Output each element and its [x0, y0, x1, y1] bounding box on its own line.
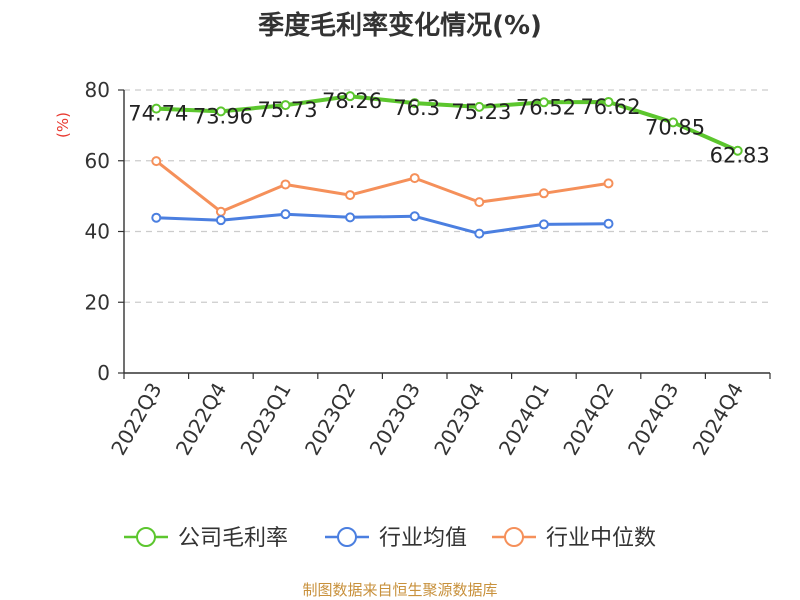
series-line — [156, 94, 739, 153]
y-tick-label: 40 — [85, 220, 110, 244]
legend-item: 公司毛利率 — [124, 526, 288, 551]
legend: 公司毛利率 行业均值 行业中位数 — [124, 526, 656, 551]
data-point — [345, 212, 356, 223]
data-label: 74.74 — [128, 102, 188, 126]
data-point — [345, 91, 356, 102]
x-tick-label: 2024Q2 — [558, 379, 618, 460]
data-label: 70.85 — [645, 115, 705, 139]
series-line — [156, 212, 609, 236]
x-tick-label: 2024Q1 — [494, 379, 554, 460]
data-point — [603, 218, 614, 229]
data-labels: 74.74 73.96 75.73 78.26 76.3 75.23 76.52 76.627… — [128, 89, 770, 168]
series-company-gross-margin — [151, 91, 743, 156]
y-axis-label: (%) — [54, 112, 72, 138]
legend-marker — [504, 527, 524, 547]
data-label: 76.3 — [393, 96, 440, 120]
legend-label: 行业中位数 — [546, 526, 656, 551]
data-point — [280, 100, 291, 111]
data-point — [409, 173, 420, 184]
x-tick-label: 2023Q4 — [429, 379, 489, 460]
data-point — [215, 206, 226, 217]
x-tick-label: 2023Q1 — [235, 379, 295, 460]
data-point — [409, 211, 420, 222]
data-point — [732, 145, 743, 156]
series-industry-mean — [151, 209, 614, 239]
data-point — [151, 212, 162, 223]
data-point — [668, 117, 679, 128]
x-tick-label: 2023Q2 — [300, 379, 360, 460]
data-point — [538, 188, 549, 199]
series-line — [155, 159, 609, 214]
x-tick-label: 2022Q4 — [171, 379, 231, 460]
y-tick-label: 20 — [85, 290, 110, 314]
chart-title: 季度毛利率变化情况(%) — [258, 10, 542, 41]
y-tick-label: 60 — [85, 149, 110, 173]
legend-item: 行业均值 — [325, 526, 467, 551]
series-industry-median — [151, 156, 614, 217]
data-point — [474, 228, 485, 239]
data-point — [151, 156, 162, 167]
legend-marker — [136, 527, 156, 547]
data-label: 76.62 — [580, 95, 640, 119]
legend-item: 行业中位数 — [492, 526, 656, 551]
y-tick-label: 0 — [97, 361, 110, 385]
data-label: 75.73 — [257, 98, 317, 122]
data-point — [474, 197, 485, 208]
y-tick-label: 80 — [85, 78, 110, 102]
data-label: 73.96 — [193, 104, 253, 128]
data-point — [474, 101, 485, 112]
legend-label: 行业均值 — [379, 526, 467, 551]
data-point — [538, 97, 549, 108]
data-label: 78.26 — [322, 89, 382, 113]
x-tick-label: 2024Q4 — [688, 379, 748, 460]
source-note: 制图数据来自恒生聚源数据库 — [302, 581, 497, 599]
series-layer — [151, 91, 743, 239]
data-point — [280, 179, 291, 190]
legend-marker — [337, 527, 357, 547]
data-label: 75.23 — [451, 100, 511, 124]
data-point — [603, 178, 614, 189]
data-point — [215, 106, 226, 117]
data-label: 76.52 — [516, 95, 576, 119]
data-point — [409, 98, 420, 109]
x-tick-label: 2024Q3 — [623, 379, 683, 460]
data-point — [280, 209, 291, 220]
data-label: 62.83 — [710, 144, 770, 168]
x-tick-label: 2022Q3 — [106, 379, 166, 460]
data-point — [151, 103, 162, 114]
data-point — [345, 190, 356, 201]
x-tick-label: 2023Q3 — [365, 379, 425, 460]
data-point — [215, 215, 226, 226]
data-point — [603, 96, 614, 107]
gridlines — [124, 89, 770, 303]
data-point — [538, 219, 549, 230]
legend-label: 公司毛利率 — [178, 526, 288, 551]
